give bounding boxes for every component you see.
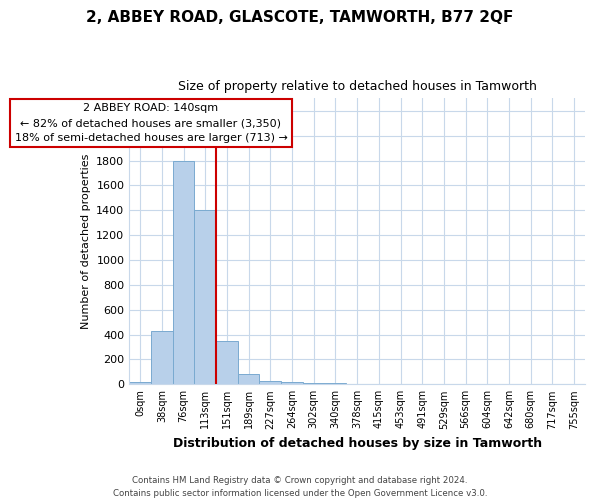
Text: 2, ABBEY ROAD, GLASCOTE, TAMWORTH, B77 2QF: 2, ABBEY ROAD, GLASCOTE, TAMWORTH, B77 2… xyxy=(86,10,514,25)
Y-axis label: Number of detached properties: Number of detached properties xyxy=(80,154,91,329)
Bar xyxy=(259,381,281,384)
Text: Contains HM Land Registry data © Crown copyright and database right 2024.
Contai: Contains HM Land Registry data © Crown c… xyxy=(113,476,487,498)
Bar xyxy=(238,374,259,384)
Bar xyxy=(151,331,173,384)
Bar xyxy=(216,341,238,384)
Bar xyxy=(303,383,325,384)
Title: Size of property relative to detached houses in Tamworth: Size of property relative to detached ho… xyxy=(178,80,536,93)
Bar xyxy=(173,160,194,384)
Bar xyxy=(281,382,303,384)
Text: 2 ABBEY ROAD: 140sqm
← 82% of detached houses are smaller (3,350)
18% of semi-de: 2 ABBEY ROAD: 140sqm ← 82% of detached h… xyxy=(14,104,287,143)
Bar xyxy=(129,382,151,384)
Bar xyxy=(194,210,216,384)
X-axis label: Distribution of detached houses by size in Tamworth: Distribution of detached houses by size … xyxy=(173,437,542,450)
